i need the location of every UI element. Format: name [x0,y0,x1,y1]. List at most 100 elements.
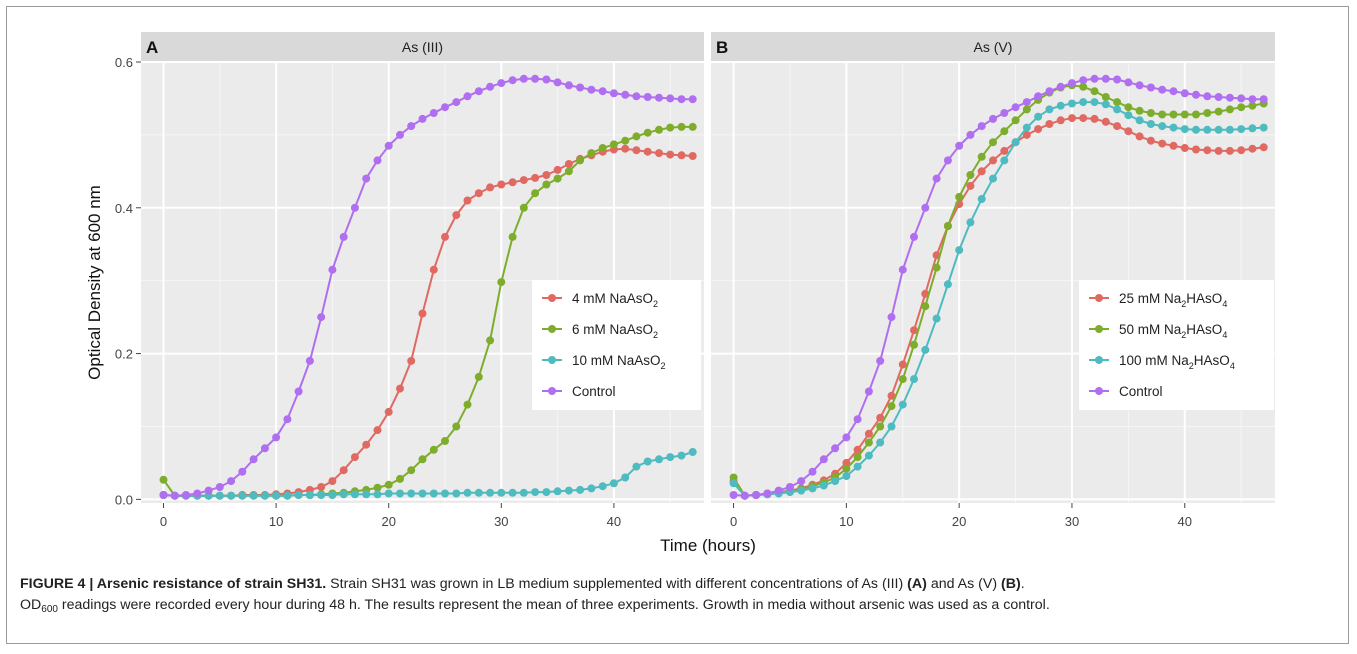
data-point [519,203,528,212]
data-point [486,183,495,192]
legend-key-point [1095,325,1103,333]
panel-title: As (V) [974,39,1013,55]
data-point [819,481,828,490]
data-point [553,174,562,183]
data-point [643,128,652,137]
data-point [853,453,862,462]
data-point [1011,138,1020,147]
data-point [1056,101,1065,110]
data-point [531,74,540,83]
data-point [876,422,885,431]
data-point [418,309,427,318]
data-point [752,491,761,499]
panel-letter: A [146,38,158,57]
data-point [887,422,896,431]
data-point [396,384,404,393]
data-point [609,140,618,149]
data-point [238,491,247,500]
data-point [621,473,630,482]
data-point [497,79,506,88]
panel-strip [141,32,704,62]
data-point [497,488,506,497]
data-point [204,486,213,495]
legend-key-point [548,387,556,395]
y-tick-label: 0.2 [115,347,133,362]
data-point [643,147,652,156]
data-point [452,489,461,498]
data-point [519,176,528,185]
data-point [1101,74,1110,83]
data-point [1203,146,1212,155]
data-point [508,488,517,497]
data-point [564,486,573,495]
data-point [677,151,686,160]
panel-title: As (III) [402,39,443,55]
data-point [249,455,258,464]
data-point [1056,82,1065,91]
x-tick-label: 10 [269,514,283,529]
data-point [362,490,371,499]
data-point [655,125,663,134]
data-point [989,156,997,165]
data-point [887,391,896,400]
data-point [1079,76,1088,85]
data-point [1225,93,1234,102]
data-point [1146,136,1155,145]
data-point [1203,125,1212,134]
x-axis-label: Time (hours) [660,536,756,555]
data-point [688,95,697,104]
data-point [1158,85,1167,94]
data-point [853,415,862,424]
data-point [531,189,540,198]
data-point [1180,110,1189,119]
legend-label: 100 mM Na2HAsO4 [1119,353,1235,371]
data-point [1124,103,1133,112]
data-point [238,467,247,476]
data-point [910,375,918,384]
data-point [486,336,495,345]
data-point [1022,130,1031,139]
data-point [339,490,348,499]
data-point [1192,90,1200,99]
data-point [317,313,326,322]
legend-label: 6 mM NaAsO2 [572,322,658,340]
x-tick-label: 10 [839,514,853,529]
data-point [1192,145,1200,154]
data-point [1180,125,1189,134]
data-point [943,156,952,165]
data-point [260,491,269,500]
data-point [666,453,675,462]
data-point [497,278,506,287]
legend-key-point [548,294,556,302]
caption-text-4: readings were recorded every hour during… [57,597,1050,613]
data-point [966,218,975,227]
data-point [1022,105,1031,114]
caption-label: FIGURE 4 | Arsenic resistance of strain … [20,576,327,592]
data-point [452,98,461,107]
data-point [1248,144,1257,153]
data-point [328,265,337,274]
data-point [1068,114,1076,123]
data-point [677,451,686,460]
panel-a: A As (III) 0 10 20 30 40 4 mM NaAsO2 6 mM NaAsO2… [141,32,704,529]
x-tick-label: 0 [160,514,167,529]
data-point [1090,98,1099,107]
data-point [283,491,292,500]
legend-key-point [548,325,556,333]
data-point [1090,114,1099,123]
data-point [921,289,930,298]
data-point [655,149,663,158]
data-point [598,144,607,152]
data-point [864,451,873,460]
data-point [864,438,873,447]
data-point [1146,83,1155,92]
data-point [598,482,607,491]
data-point [407,466,416,475]
data-point [474,87,483,96]
data-point [305,356,314,365]
axes: 0.0 0.2 0.4 0.6 Optical Density at 600 nm Tim… [85,55,756,555]
data-point [921,345,930,354]
data-point [227,477,236,486]
data-point [621,136,630,145]
data-point [576,156,585,165]
